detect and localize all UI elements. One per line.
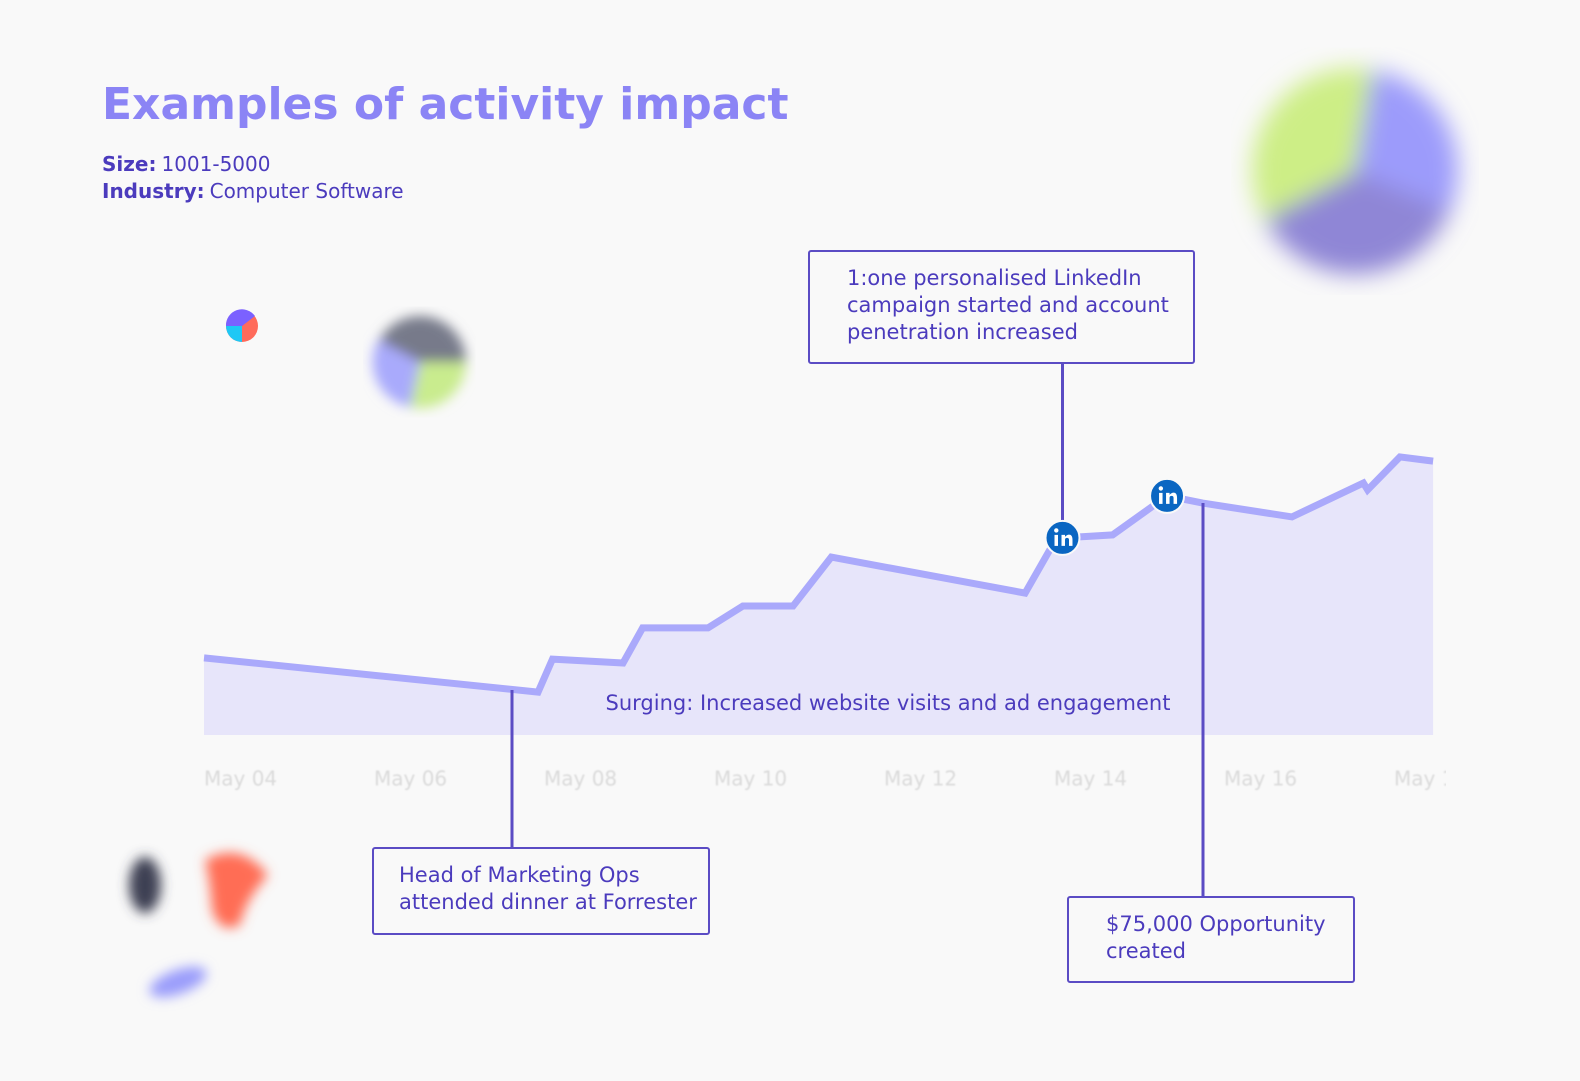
decor-blobs [129, 852, 268, 998]
annotation-text: campaign started and account [847, 293, 1169, 317]
decor-pie-small [372, 316, 467, 409]
x-tick-label: May 14 [1054, 767, 1127, 791]
x-tick-label: May 12 [884, 767, 957, 791]
x-axis: May 04 May 06 May 08 May 10 May 12 May 14 May … [204, 767, 1454, 791]
detail: Industry: Computer Software [102, 179, 404, 203]
annotation-text: $75,000 Opportunity [1106, 912, 1326, 936]
x-tick-label: May 08 [544, 767, 617, 791]
detail-label: Industry: [102, 179, 205, 203]
annotation-box [808, 250, 1195, 364]
area-label: Surging: Increased website visits and ad… [606, 691, 1171, 715]
annotation-box [1067, 896, 1355, 983]
linkedin-icon [1149, 477, 1186, 514]
x-tick-label: May 04 [204, 767, 277, 791]
x-tick-label: May 16 [1224, 767, 1297, 791]
linkedin-icon [1044, 519, 1081, 556]
x-tick-label: May 10 [714, 767, 787, 791]
annotation-box [372, 847, 710, 935]
detail: Size: 1001-5000 [102, 152, 270, 176]
icon-dot [1158, 486, 1164, 491]
x-tick-label: May 06 [374, 767, 447, 791]
logo [225, 309, 258, 342]
annotation-text: penetration increased [847, 320, 1078, 344]
title: Examples of activity impact [102, 79, 789, 130]
icon-i [1054, 534, 1058, 546]
detail-value: Computer Software [210, 179, 404, 203]
icon-n [1061, 534, 1073, 546]
icon-i [1159, 492, 1163, 504]
icon-n [1166, 492, 1178, 504]
annotation-text: Head of Marketing Ops [399, 863, 640, 887]
annotation-text: attended dinner at Forrester [399, 890, 697, 914]
line [203, 453, 1434, 696]
decor-pie-large [1252, 68, 1458, 274]
annotation-text: 1:one personalised LinkedIn [847, 266, 1142, 290]
icon-dot [1054, 528, 1059, 533]
annotation-text: created [1106, 939, 1186, 963]
detail-value: 1001-5000 [161, 152, 270, 176]
detail-label: Size: [102, 152, 156, 176]
x-tick-label: May 1 [1394, 767, 1454, 791]
details: Size: 1001-5000 Industry: Computer Software [102, 152, 404, 203]
plot: May 04 May 06 May 08 May 10 May 12 May 14 May … [203, 250, 1454, 983]
